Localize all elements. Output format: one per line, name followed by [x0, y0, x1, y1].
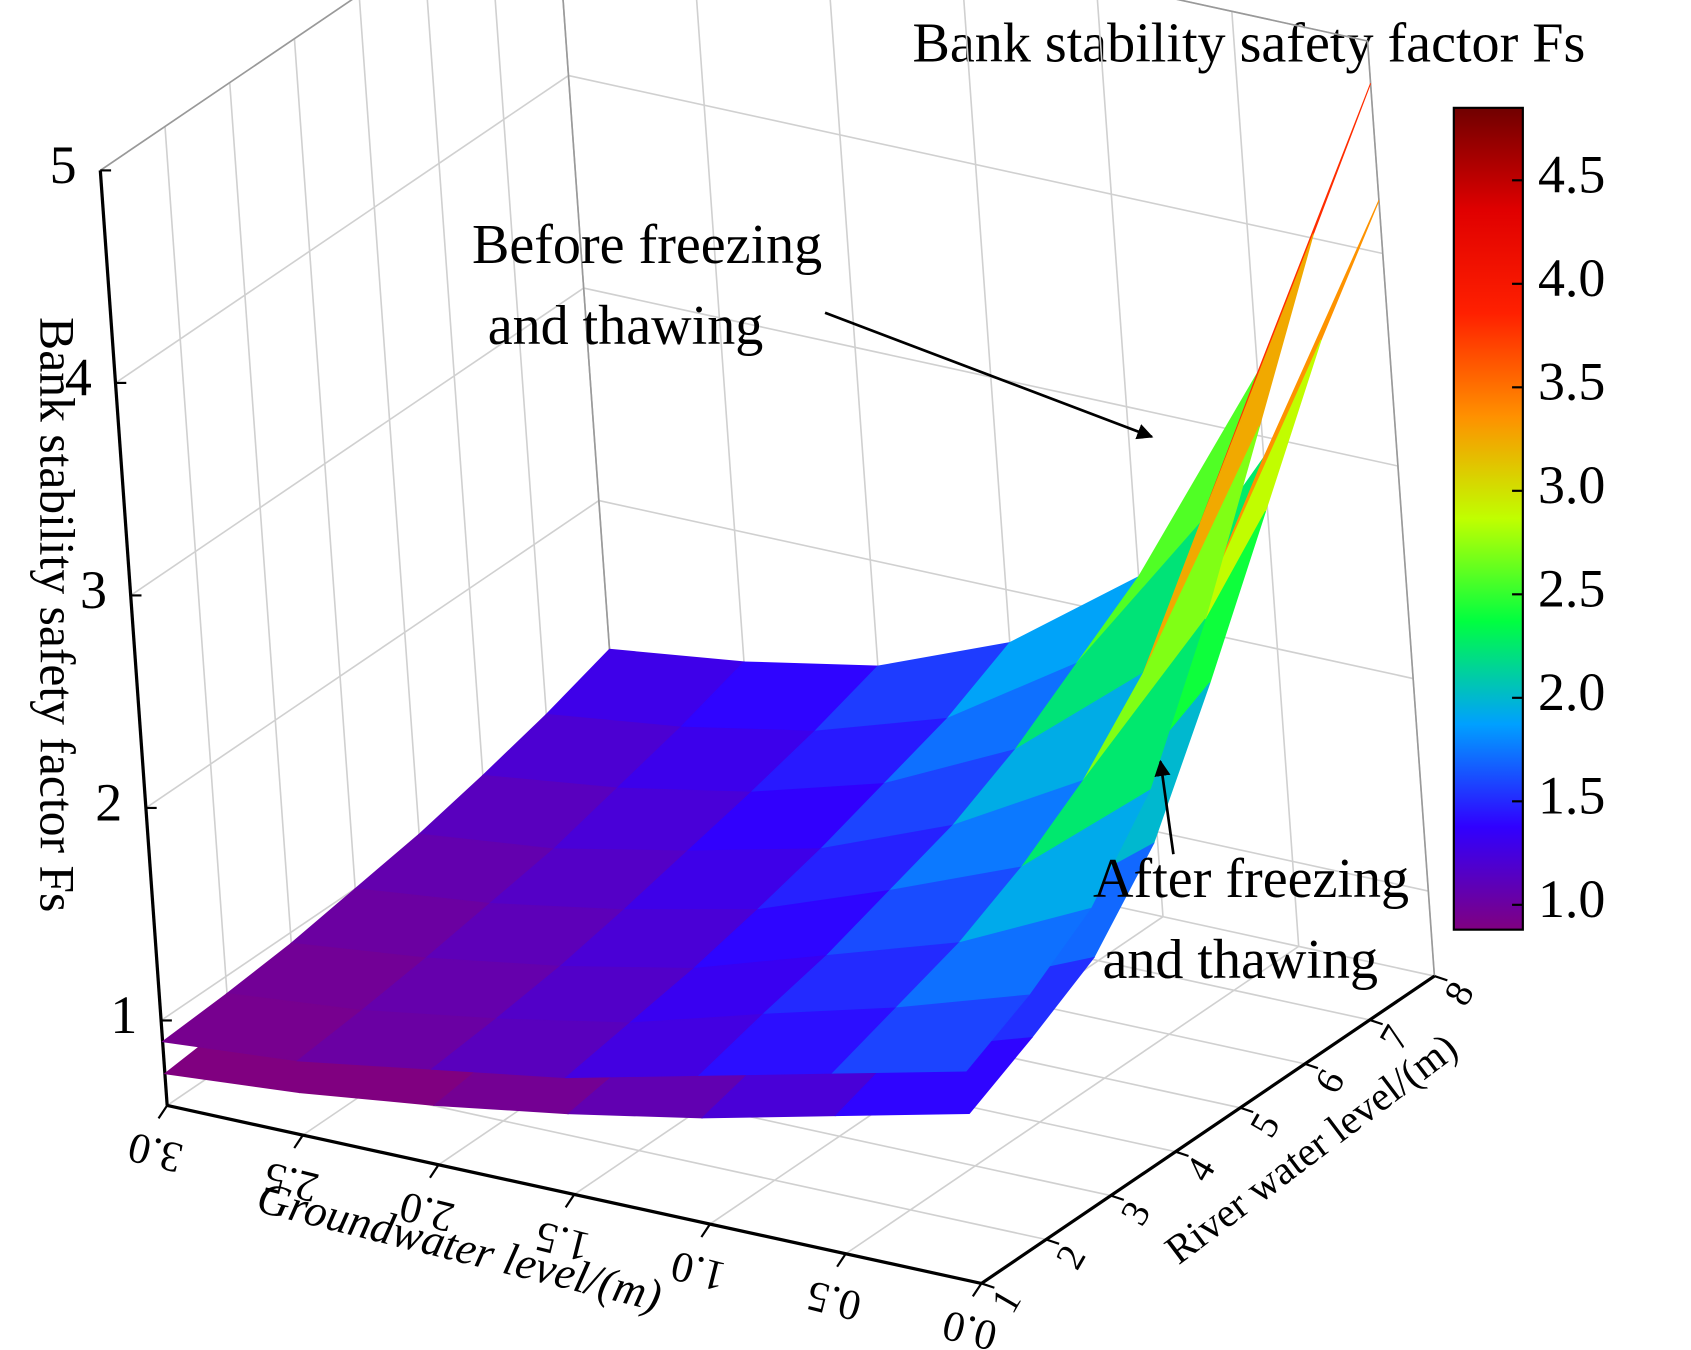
tick-mark	[564, 1193, 576, 1208]
annotation: and thawing	[1102, 929, 1378, 991]
grid-line	[845, 945, 1300, 1255]
tick-mark	[1369, 1018, 1383, 1026]
y-tick-label: 3	[1112, 1194, 1159, 1232]
annotation: After freezing	[1093, 848, 1409, 910]
y-tick-label: 4	[1177, 1150, 1224, 1188]
tick-mark	[1175, 1150, 1189, 1158]
axis-line	[562, 0, 621, 799]
colorbar-tick-label: 2.0	[1538, 662, 1605, 722]
y-tick-label: 6	[1306, 1062, 1353, 1100]
colorbar-tick-label: 1.5	[1538, 766, 1605, 826]
tick-mark	[293, 1134, 304, 1149]
tick-mark	[157, 1104, 169, 1120]
tick-mark	[1304, 1062, 1319, 1070]
grid-line	[164, 126, 233, 1062]
axis-line	[980, 974, 1436, 1285]
z-tick-label: 3	[80, 560, 107, 620]
grid-line	[115, 74, 569, 384]
x-tick-label: 1.0	[667, 1241, 731, 1300]
annotation-arrow	[824, 311, 1154, 440]
z-axis-label: Bank stability safety factor Fs	[29, 317, 84, 912]
axis-line	[99, 0, 353, 172]
x-tick-label: 0.5	[802, 1271, 866, 1330]
tick-mark	[1110, 1194, 1125, 1201]
grid-line	[145, 499, 600, 809]
tick-mark	[1239, 1106, 1254, 1114]
colorbar-title: Bank stability safety factor Fs	[912, 12, 1585, 74]
z-tick-label: 4	[65, 347, 92, 407]
annotation-arrow	[1154, 759, 1175, 855]
x-tick-label: 3.0	[124, 1123, 188, 1182]
y-tick-label: 7	[1371, 1018, 1418, 1056]
z-tick-label: 5	[50, 135, 77, 195]
x-tick-label: 0.0	[938, 1301, 1002, 1350]
colorbar-tick-label: 4.5	[1538, 145, 1605, 205]
colorbar-tick-label: 2.5	[1538, 559, 1605, 619]
grid-line	[130, 287, 585, 597]
grid-line	[426, 0, 492, 886]
surface-patch	[1205, 200, 1380, 598]
surface-patch	[831, 994, 1030, 1074]
tick-mark	[429, 1164, 440, 1179]
colorbar-tick-label: 3.5	[1538, 352, 1605, 412]
tick-mark	[836, 1253, 847, 1268]
tick-mark	[1045, 1238, 1060, 1245]
y-tick-label: 5	[1242, 1106, 1289, 1144]
tick-mark	[971, 1282, 983, 1297]
grid-line	[494, 0, 557, 843]
colorbar-tick-label: 3.0	[1538, 455, 1605, 515]
axis-line	[1366, 40, 1436, 977]
colorbar-tick-label: 1.0	[1538, 869, 1605, 929]
colorbar	[1452, 106, 1524, 931]
grid-line	[293, 38, 363, 974]
z-tick-label: 1	[110, 985, 137, 1045]
tick-mark	[1434, 975, 1448, 982]
y-tick-label: 8	[1436, 975, 1483, 1013]
plot: Bank stability safety factor Fs Bank sta…	[29, 0, 1605, 1350]
grid-line	[598, 499, 1414, 680]
tick-mark	[700, 1223, 711, 1238]
grid-line	[99, 0, 353, 172]
axis-line	[1176, 0, 1368, 42]
y-tick-label: 2	[1048, 1238, 1095, 1276]
grid-line	[568, 74, 1383, 255]
z-tick-label: 2	[95, 772, 122, 832]
annotation: and thawing	[488, 295, 764, 357]
colorbar-tick-label: 4.0	[1538, 248, 1605, 308]
grid-line	[358, 0, 427, 930]
axis-line	[98, 170, 169, 1106]
annotation: Before freezing	[472, 214, 822, 276]
tick-mark	[981, 1282, 995, 1289]
grid-line	[228, 82, 298, 1018]
